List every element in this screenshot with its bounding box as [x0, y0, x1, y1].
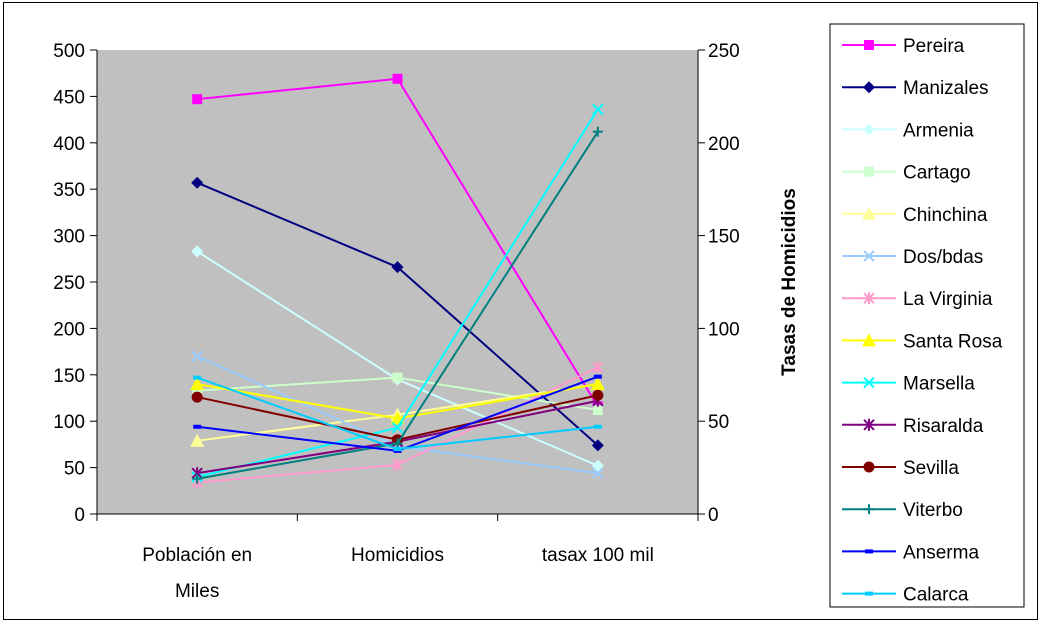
legend-entry: Anserma — [842, 542, 979, 563]
legend-entry: Risaralda — [842, 416, 984, 437]
legend-entry: Chinchina — [842, 205, 988, 226]
data-point — [391, 458, 404, 471]
data-point — [592, 405, 603, 416]
y2-tick-label: 100 — [708, 319, 740, 340]
y2-tick-label: 150 — [708, 227, 740, 248]
y2-tick-label: 200 — [708, 134, 740, 155]
x-tick-label: Homicidios — [351, 545, 444, 566]
data-point — [193, 424, 202, 429]
legend-marker — [864, 504, 874, 515]
legend-entry: Dos/bdas — [842, 247, 983, 268]
legend-label: Cartago — [903, 163, 971, 184]
data-point — [392, 372, 403, 383]
data-point — [592, 126, 603, 137]
data-point — [593, 424, 602, 429]
data-point — [592, 103, 604, 116]
legend-entry: Calarca — [842, 585, 969, 606]
y-tick-label: 500 — [53, 41, 85, 62]
legend-marker — [865, 549, 873, 554]
y-tick-label: 400 — [53, 134, 85, 155]
legend-label: Chinchina — [903, 205, 988, 226]
legend-marker — [862, 206, 876, 220]
legend-label: Manizales — [903, 78, 989, 99]
y-tick-label: 0 — [74, 505, 85, 526]
legend-marker — [863, 418, 875, 431]
series-calarca — [193, 375, 602, 452]
legend-entry: Sevilla — [842, 458, 959, 479]
data-point — [193, 375, 202, 380]
legend-marker — [864, 166, 874, 177]
legend-entry: Manizales — [842, 78, 989, 99]
legend-label: Dos/bdas — [903, 247, 983, 268]
y2-tick-label: 0 — [708, 505, 719, 526]
legend-marker — [864, 40, 874, 50]
legend-label: Armenia — [903, 120, 974, 141]
y-tick-label: 300 — [53, 227, 85, 248]
legend-marker — [863, 292, 875, 305]
y-tick-label: 350 — [53, 180, 85, 201]
y2-tick-label: 250 — [708, 41, 740, 62]
legend-label: Pereira — [903, 36, 965, 57]
legend-label: Marsella — [903, 374, 975, 395]
y-tick-label: 150 — [53, 366, 85, 387]
data-point — [191, 245, 204, 258]
data-point — [191, 176, 204, 189]
legend-label: Anserma — [903, 542, 979, 563]
legend-marker — [863, 250, 875, 262]
legend-label: Santa Rosa — [903, 331, 1003, 352]
series-viterbo — [192, 126, 603, 484]
data-point — [191, 350, 203, 362]
legend-entry: Santa Rosa — [842, 331, 1003, 352]
legend-entry: Pereira — [842, 36, 965, 57]
legend-entry: Marsella — [842, 374, 975, 395]
data-point — [392, 438, 403, 449]
legend-entry: Viterbo — [842, 500, 963, 521]
legend-marker — [863, 81, 875, 94]
legend-label: Risaralda — [903, 416, 984, 437]
data-point — [593, 374, 602, 379]
y2-axis-title: Tasas de Homicidios — [779, 188, 800, 376]
data-point — [592, 467, 604, 479]
data-point — [592, 361, 604, 374]
legend-marker — [865, 591, 873, 596]
y-tick-label: 100 — [53, 412, 85, 433]
data-point — [192, 385, 203, 396]
legend-marker — [862, 333, 876, 347]
y-tick-label: 50 — [64, 459, 85, 480]
y-tick-label: 450 — [53, 87, 85, 108]
legend-entry: Cartago — [842, 163, 971, 184]
data-point — [192, 94, 203, 105]
legend-label: Sevilla — [903, 458, 959, 479]
legend-marker — [863, 376, 875, 389]
x-tick-label: Población en Miles — [142, 545, 252, 602]
series-manizales — [191, 176, 604, 452]
legend-marker — [863, 461, 875, 473]
data-point — [591, 439, 604, 452]
data-point — [192, 473, 203, 484]
data-point — [393, 447, 402, 452]
data-point — [591, 459, 604, 472]
legend-label: Calarca — [903, 585, 969, 606]
data-point — [592, 389, 604, 401]
y2-tick-label: 50 — [708, 412, 729, 433]
legend-entry: Armenia — [842, 120, 974, 141]
data-point — [392, 73, 403, 84]
legend-marker — [863, 123, 875, 136]
legend-label: Viterbo — [903, 500, 963, 521]
data-point — [590, 377, 605, 391]
data-point — [190, 433, 205, 447]
data-point — [191, 391, 203, 403]
series-marsella — [191, 103, 604, 483]
x-tick-label: tasax 100 mil — [542, 545, 654, 566]
y-tick-label: 200 — [53, 319, 85, 340]
legend-entry: La Virginia — [842, 289, 993, 310]
data-point — [391, 261, 404, 274]
data-point — [190, 377, 205, 391]
data-point — [391, 421, 404, 434]
legend-label: La Virginia — [903, 289, 993, 310]
y-tick-label: 250 — [53, 273, 85, 294]
